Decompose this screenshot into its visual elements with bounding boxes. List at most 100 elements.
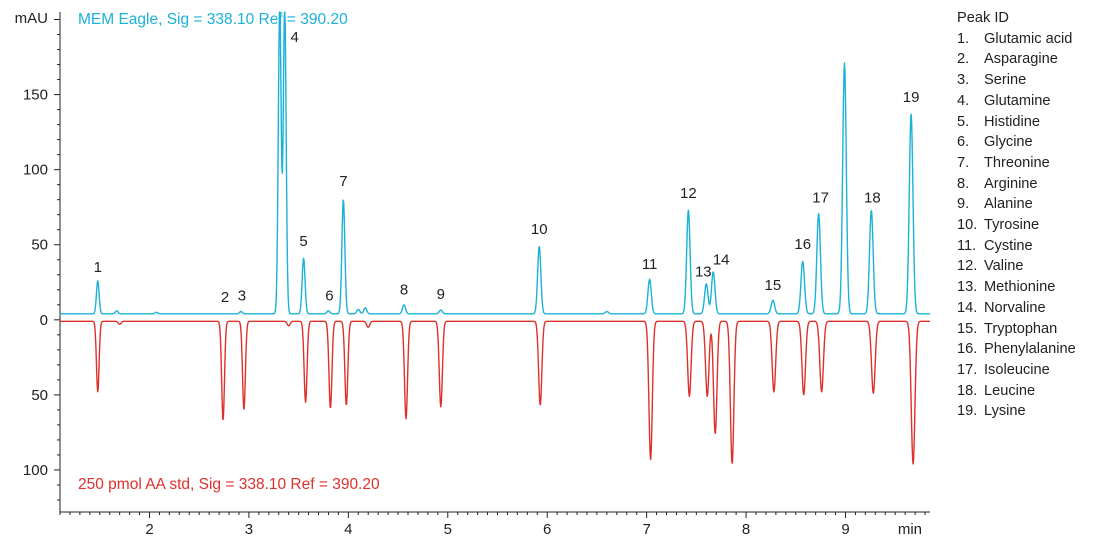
legend-item-name: Arginine (984, 175, 1038, 192)
legend-item-number: 8. (957, 175, 970, 192)
peak-number-label: 10 (531, 221, 548, 238)
series-label-1: MEM Eagle, Sig = 338.10 Ref = 390.20 (78, 11, 348, 28)
peak-number-label: 7 (339, 173, 347, 190)
legend-item-name: Lysine (984, 403, 1026, 420)
peak-id-legend: Peak ID 1. Glutamic acid 2. Asparagine 3. Ser… (957, 8, 1105, 422)
legend-items: 1. Glutamic acid 2. Asparagine 3. Serine 4. Glu… (957, 29, 1105, 422)
series-label-2: 250 pmol AA std, Sig = 338.10 Ref = 390.… (78, 476, 380, 493)
legend-item-name: Cystine (984, 237, 1033, 254)
legend-item: 2. Asparagine (957, 49, 1105, 70)
legend-item: 19. Lysine (957, 401, 1105, 422)
legend-item-number: 17. (957, 361, 978, 378)
legend-item-number: 13. (957, 279, 978, 296)
legend-item: 15. Tryptophan (957, 319, 1105, 340)
x-tick-label: 4 (344, 521, 352, 538)
legend-item-number: 5. (957, 113, 970, 130)
legend-item-name: Tryptophan (984, 320, 1058, 337)
legend-item-name: Phenylalanine (984, 341, 1076, 358)
legend-item-number: 6. (957, 134, 970, 151)
legend-item-number: 10. (957, 217, 978, 234)
peak-number-label: 9 (437, 286, 445, 303)
peak-number-label: 6 (325, 287, 333, 304)
legend-item-number: 15. (957, 320, 978, 337)
legend-item-number: 19. (957, 403, 978, 420)
legend-item-name: Norvaline (984, 299, 1046, 316)
y-tick-label: 0 (40, 312, 48, 329)
x-tick-label: 9 (841, 521, 849, 538)
x-tick-label: 8 (742, 521, 750, 538)
legend-item-number: 7. (957, 154, 970, 171)
legend-item: 18. Leucine (957, 381, 1105, 402)
legend-item-name: Asparagine (984, 51, 1058, 68)
y-tick-label: 100 (23, 462, 48, 479)
legend-item-name: Histidine (984, 113, 1040, 130)
legend-item-number: 18. (957, 382, 978, 399)
legend-item: 1. Glutamic acid (957, 29, 1105, 50)
peak-number-label: 2 (221, 289, 229, 306)
legend-item-name: Isoleucine (984, 361, 1050, 378)
legend-item-name: Glycine (984, 134, 1033, 151)
legend-item-number: 3. (957, 72, 970, 89)
legend-item-number: 1. (957, 30, 970, 47)
legend-item: 7. Threonine (957, 153, 1105, 174)
legend-item: 4. Glutamine (957, 91, 1105, 112)
legend-item: 6. Glycine (957, 132, 1105, 153)
legend-item: 17. Isoleucine (957, 360, 1105, 381)
y-tick-label: 50 (31, 237, 48, 254)
traces: MEM Eagle, Sig = 338.10 Ref = 390.20 250 … (59, 11, 931, 493)
legend-item-number: 2. (957, 51, 970, 68)
legend-item: 14. Norvaline (957, 298, 1105, 319)
peak-number-label: 5 (299, 233, 307, 250)
legend-item-number: 4. (957, 92, 970, 109)
peak-number-label: 11 (642, 256, 658, 273)
x-tick-label: 7 (642, 521, 650, 538)
series-trace-2 (59, 320, 931, 465)
x-axis-unit: min (898, 521, 922, 538)
legend-item: 10. Tyrosine (957, 215, 1105, 236)
peak-number-label: 8 (400, 281, 408, 298)
peak-number-label: 13 (695, 263, 712, 280)
x-tick-label: 6 (543, 521, 551, 538)
legend-item-number: 11. (957, 237, 977, 254)
legend-item-name: Threonine (984, 154, 1050, 171)
legend-item: 3. Serine (957, 70, 1105, 91)
legend-item: 9. Alanine (957, 194, 1105, 215)
legend-item: 5. Histidine (957, 112, 1105, 133)
peak-number-label: 1 (94, 259, 102, 276)
peak-number-label: 4 (290, 29, 298, 46)
y-tick-label: 100 (23, 162, 48, 179)
x-tick-label: 2 (145, 521, 153, 538)
legend-item-number: 14. (957, 299, 978, 316)
peak-number-label: 3 (238, 287, 246, 304)
legend-item-name: Methionine (984, 279, 1056, 296)
legend-item-name: Serine (984, 72, 1027, 89)
legend-item-number: 12. (957, 258, 978, 275)
peak-number-label: 17 (812, 190, 829, 207)
peak-number-label: 14 (713, 251, 730, 268)
legend-item: 16. Phenylalanine (957, 339, 1105, 360)
y-tick-label: 50 (31, 387, 48, 404)
series-trace-1 (59, 11, 931, 315)
legend-item: 12. Valine (957, 256, 1105, 277)
peak-number-label: 18 (864, 190, 881, 207)
legend-item: 11. Cystine (957, 236, 1105, 257)
legend-item-number: 9. (957, 196, 970, 213)
legend-item: 8. Arginine (957, 174, 1105, 195)
y-axis-unit: mAU (15, 10, 48, 27)
legend-item-name: Tyrosine (984, 217, 1040, 234)
peak-number-label: 12 (680, 185, 697, 202)
legend-item-name: Alanine (984, 196, 1033, 213)
legend-item-name: Valine (984, 258, 1024, 275)
x-tick-label: 3 (245, 521, 253, 538)
y-tick-label: 150 (23, 87, 48, 104)
legend-title: Peak ID (957, 10, 1009, 26)
peak-number-label: 15 (765, 277, 782, 294)
peak-number-label: 19 (903, 89, 920, 106)
legend-item-name: Glutamic acid (984, 30, 1073, 47)
peak-number-label: 16 (794, 236, 811, 253)
x-tick-label: 5 (444, 521, 452, 538)
legend-item: 13. Methionine (957, 277, 1105, 298)
